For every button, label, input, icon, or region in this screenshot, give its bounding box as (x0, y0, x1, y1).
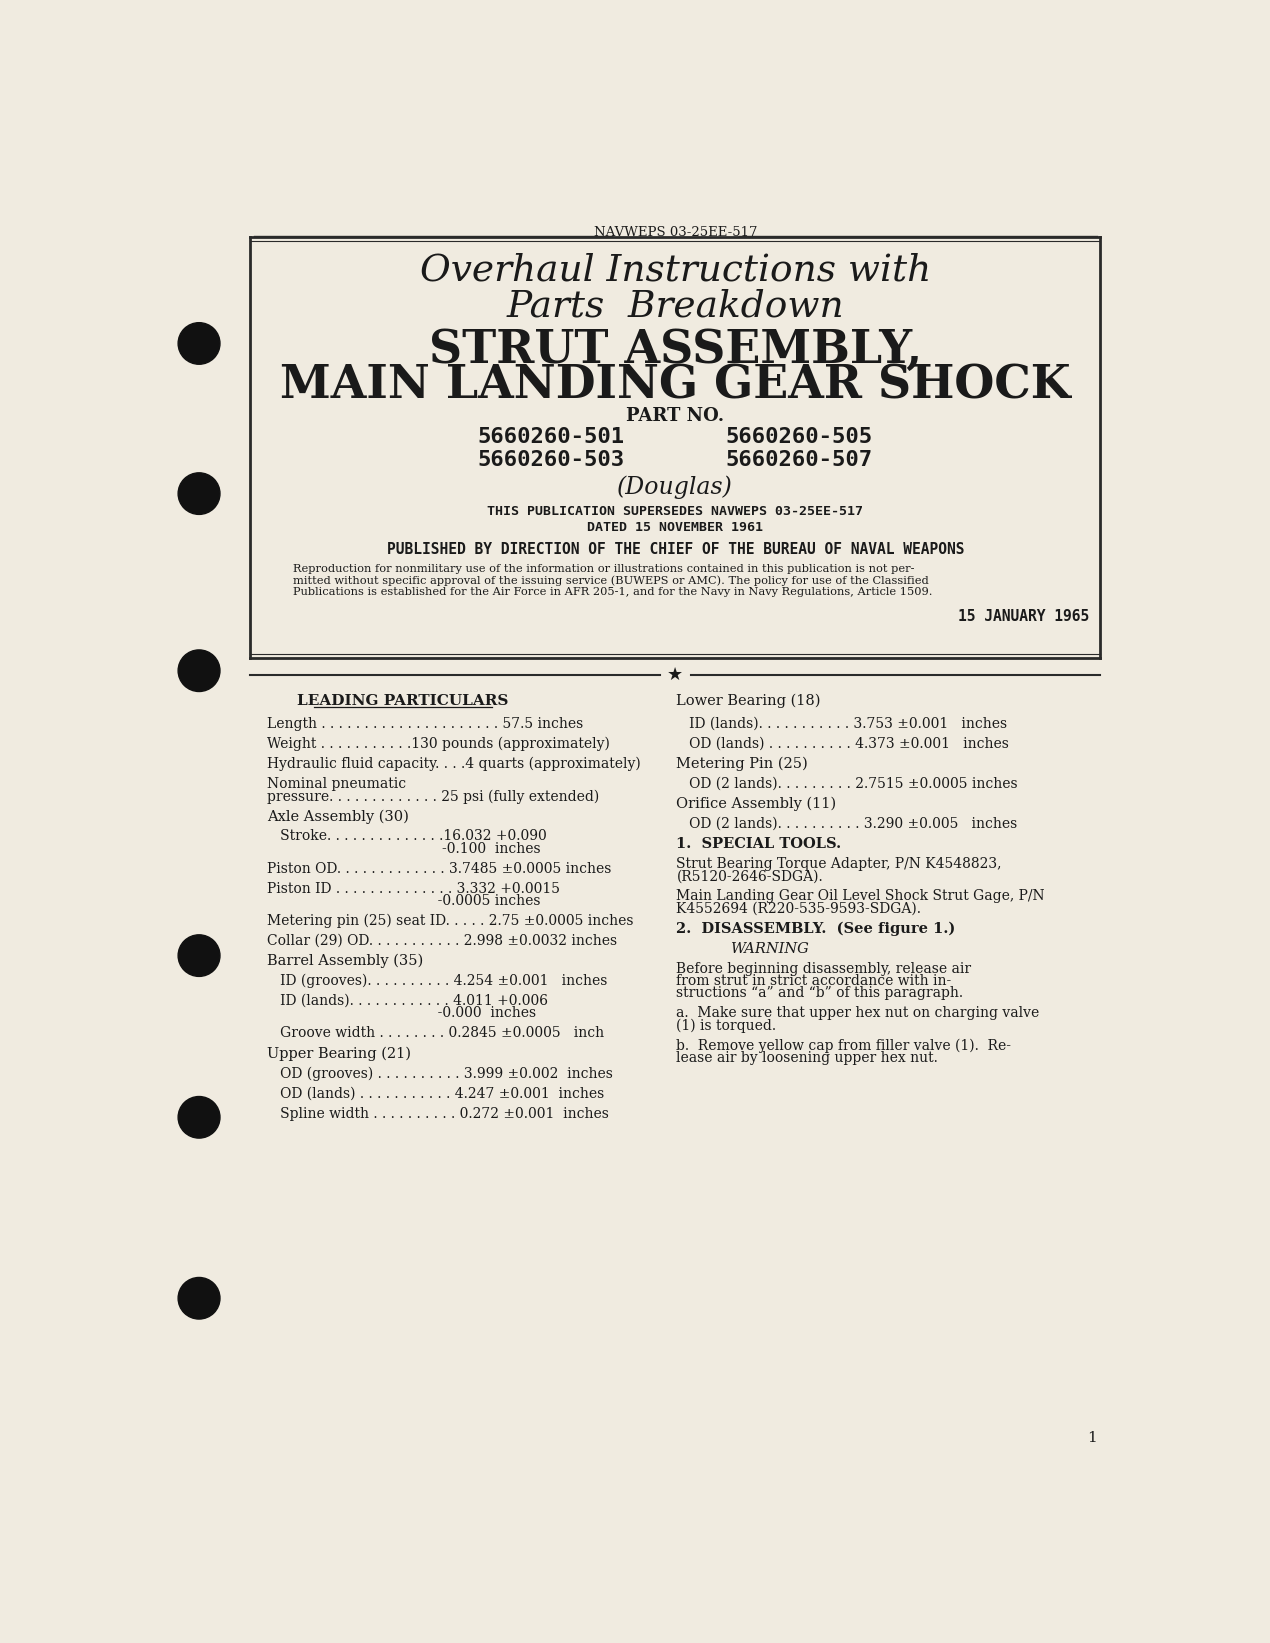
Text: OD (grooves) . . . . . . . . . . 3.999 ±0.002  inches: OD (grooves) . . . . . . . . . . 3.999 ±… (267, 1066, 613, 1081)
Text: DATED 15 NOVEMBER 1961: DATED 15 NOVEMBER 1961 (587, 521, 763, 534)
Circle shape (178, 1278, 220, 1319)
Text: Strut Bearing Torque Adapter, P/N K4548823,: Strut Bearing Torque Adapter, P/N K45488… (677, 858, 1002, 871)
Text: Hydraulic fluid capacity. . . .4 quarts (approximately): Hydraulic fluid capacity. . . .4 quarts … (267, 757, 641, 771)
Text: Collar (29) OD. . . . . . . . . . . 2.998 ±0.0032 inches: Collar (29) OD. . . . . . . . . . . 2.99… (267, 935, 617, 948)
Text: Groove width . . . . . . . . 0.2845 ±0.0005   inch: Groove width . . . . . . . . 0.2845 ±0.0… (267, 1027, 605, 1040)
Text: Barrel Assembly (35): Barrel Assembly (35) (267, 955, 423, 968)
Text: Piston ID . . . . . . . . . . . . . . 3.332 +0.0015: Piston ID . . . . . . . . . . . . . . 3.… (267, 882, 560, 895)
Text: Piston OD. . . . . . . . . . . . . 3.7485 ±0.0005 inches: Piston OD. . . . . . . . . . . . . 3.748… (267, 861, 612, 876)
Text: (Douglas): (Douglas) (617, 476, 733, 499)
Text: -0.0005 inches: -0.0005 inches (267, 894, 541, 909)
Text: ★: ★ (667, 667, 683, 685)
Text: OD (lands) . . . . . . . . . . . 4.247 ±0.001  inches: OD (lands) . . . . . . . . . . . 4.247 ±… (267, 1086, 605, 1101)
Text: 1.  SPECIAL TOOLS.: 1. SPECIAL TOOLS. (677, 836, 842, 851)
Text: 15 JANUARY 1965: 15 JANUARY 1965 (958, 610, 1088, 624)
Circle shape (178, 651, 220, 692)
Text: Lower Bearing (18): Lower Bearing (18) (677, 693, 820, 708)
Text: lease air by loosening upper hex nut.: lease air by loosening upper hex nut. (677, 1052, 939, 1065)
Text: 5660260-507: 5660260-507 (725, 450, 872, 470)
Text: ID (grooves). . . . . . . . . . 4.254 ±0.001   inches: ID (grooves). . . . . . . . . . 4.254 ±0… (267, 974, 607, 989)
Text: structions “a” and “b” of this paragraph.: structions “a” and “b” of this paragraph… (677, 986, 964, 1001)
Text: 1: 1 (1087, 1431, 1096, 1444)
Text: Overhaul Instructions with: Overhaul Instructions with (419, 253, 931, 289)
Text: OD (2 lands). . . . . . . . . . 3.290 ±0.005   inches: OD (2 lands). . . . . . . . . . 3.290 ±0… (677, 817, 1017, 831)
Text: Reproduction for nonmilitary use of the information or illustrations contained i: Reproduction for nonmilitary use of the … (293, 564, 914, 573)
Text: Metering Pin (25): Metering Pin (25) (677, 757, 808, 771)
Text: OD (lands) . . . . . . . . . . 4.373 ±0.001   inches: OD (lands) . . . . . . . . . . 4.373 ±0.… (677, 738, 1010, 751)
Text: K4552694 (R220-535-9593-SDGA).: K4552694 (R220-535-9593-SDGA). (677, 902, 922, 915)
Text: Spline width . . . . . . . . . . 0.272 ±0.001  inches: Spline width . . . . . . . . . . 0.272 ±… (267, 1106, 610, 1121)
Text: Orifice Assembly (11): Orifice Assembly (11) (677, 797, 837, 812)
Text: NAVWEPS 03-25EE-517: NAVWEPS 03-25EE-517 (593, 225, 757, 238)
Text: PUBLISHED BY DIRECTION OF THE CHIEF OF THE BUREAU OF NAVAL WEAPONS: PUBLISHED BY DIRECTION OF THE CHIEF OF T… (386, 542, 964, 557)
Circle shape (178, 473, 220, 514)
Text: mitted without specific approval of the issuing service (BUWEPS or AMC). The pol: mitted without specific approval of the … (293, 575, 928, 587)
Text: 5660260-503: 5660260-503 (478, 450, 625, 470)
Text: -0.000  inches: -0.000 inches (267, 1007, 536, 1020)
Text: Stroke. . . . . . . . . . . . . .16.032 +0.090: Stroke. . . . . . . . . . . . . .16.032 … (267, 830, 547, 843)
Text: MAIN LANDING GEAR SHOCK: MAIN LANDING GEAR SHOCK (279, 363, 1071, 409)
Text: Upper Bearing (21): Upper Bearing (21) (267, 1047, 411, 1061)
Text: THIS PUBLICATION SUPERSEDES NAVWEPS 03-25EE-517: THIS PUBLICATION SUPERSEDES NAVWEPS 03-2… (488, 504, 864, 518)
Text: ID (lands). . . . . . . . . . . 3.753 ±0.001   inches: ID (lands). . . . . . . . . . . 3.753 ±0… (677, 716, 1007, 731)
Text: Main Landing Gear Oil Level Shock Strut Gage, P/N: Main Landing Gear Oil Level Shock Strut … (677, 889, 1045, 904)
Text: Weight . . . . . . . . . . .130 pounds (approximately): Weight . . . . . . . . . . .130 pounds (… (267, 738, 610, 751)
Text: Axle Assembly (30): Axle Assembly (30) (267, 810, 409, 823)
Text: 5660260-501: 5660260-501 (478, 427, 625, 447)
Text: Parts  Breakdown: Parts Breakdown (507, 288, 845, 324)
Text: Length . . . . . . . . . . . . . . . . . . . . . 57.5 inches: Length . . . . . . . . . . . . . . . . .… (267, 716, 583, 731)
Circle shape (178, 1096, 220, 1139)
Text: from strut in strict accordance with in-: from strut in strict accordance with in- (677, 974, 951, 987)
Text: Metering pin (25) seat ID. . . . . 2.75 ±0.0005 inches: Metering pin (25) seat ID. . . . . 2.75 … (267, 914, 634, 928)
Circle shape (178, 322, 220, 365)
Text: 5660260-505: 5660260-505 (725, 427, 872, 447)
Text: LEADING PARTICULARS: LEADING PARTICULARS (297, 693, 508, 708)
Text: PART NO.: PART NO. (626, 406, 724, 424)
Text: Publications is established for the Air Force in AFR 205-1, and for the Navy in : Publications is established for the Air … (293, 587, 932, 596)
Text: a.  Make sure that upper hex nut on charging valve: a. Make sure that upper hex nut on charg… (677, 1007, 1040, 1020)
Text: (1) is torqued.: (1) is torqued. (677, 1019, 776, 1033)
Circle shape (178, 935, 220, 976)
Text: Before beginning disassembly, release air: Before beginning disassembly, release ai… (677, 961, 972, 976)
Text: STRUT ASSEMBLY,: STRUT ASSEMBLY, (429, 327, 922, 373)
Text: Nominal pneumatic: Nominal pneumatic (267, 777, 406, 790)
Text: -0.100  inches: -0.100 inches (267, 841, 541, 856)
Text: OD (2 lands). . . . . . . . . 2.7515 ±0.0005 inches: OD (2 lands). . . . . . . . . 2.7515 ±0.… (677, 777, 1019, 790)
Text: pressure. . . . . . . . . . . . . 25 psi (fully extended): pressure. . . . . . . . . . . . . 25 psi… (267, 789, 599, 803)
Text: 2.  DISASSEMBLY.  (See figure 1.): 2. DISASSEMBLY. (See figure 1.) (677, 922, 956, 937)
Text: ID (lands). . . . . . . . . . . . 4.011 +0.006: ID (lands). . . . . . . . . . . . 4.011 … (267, 994, 549, 1009)
Text: WARNING: WARNING (730, 941, 809, 956)
Text: (R5120-2646-SDGA).: (R5120-2646-SDGA). (677, 869, 823, 884)
Text: b.  Remove yellow cap from filler valve (1).  Re-: b. Remove yellow cap from filler valve (… (677, 1038, 1011, 1053)
